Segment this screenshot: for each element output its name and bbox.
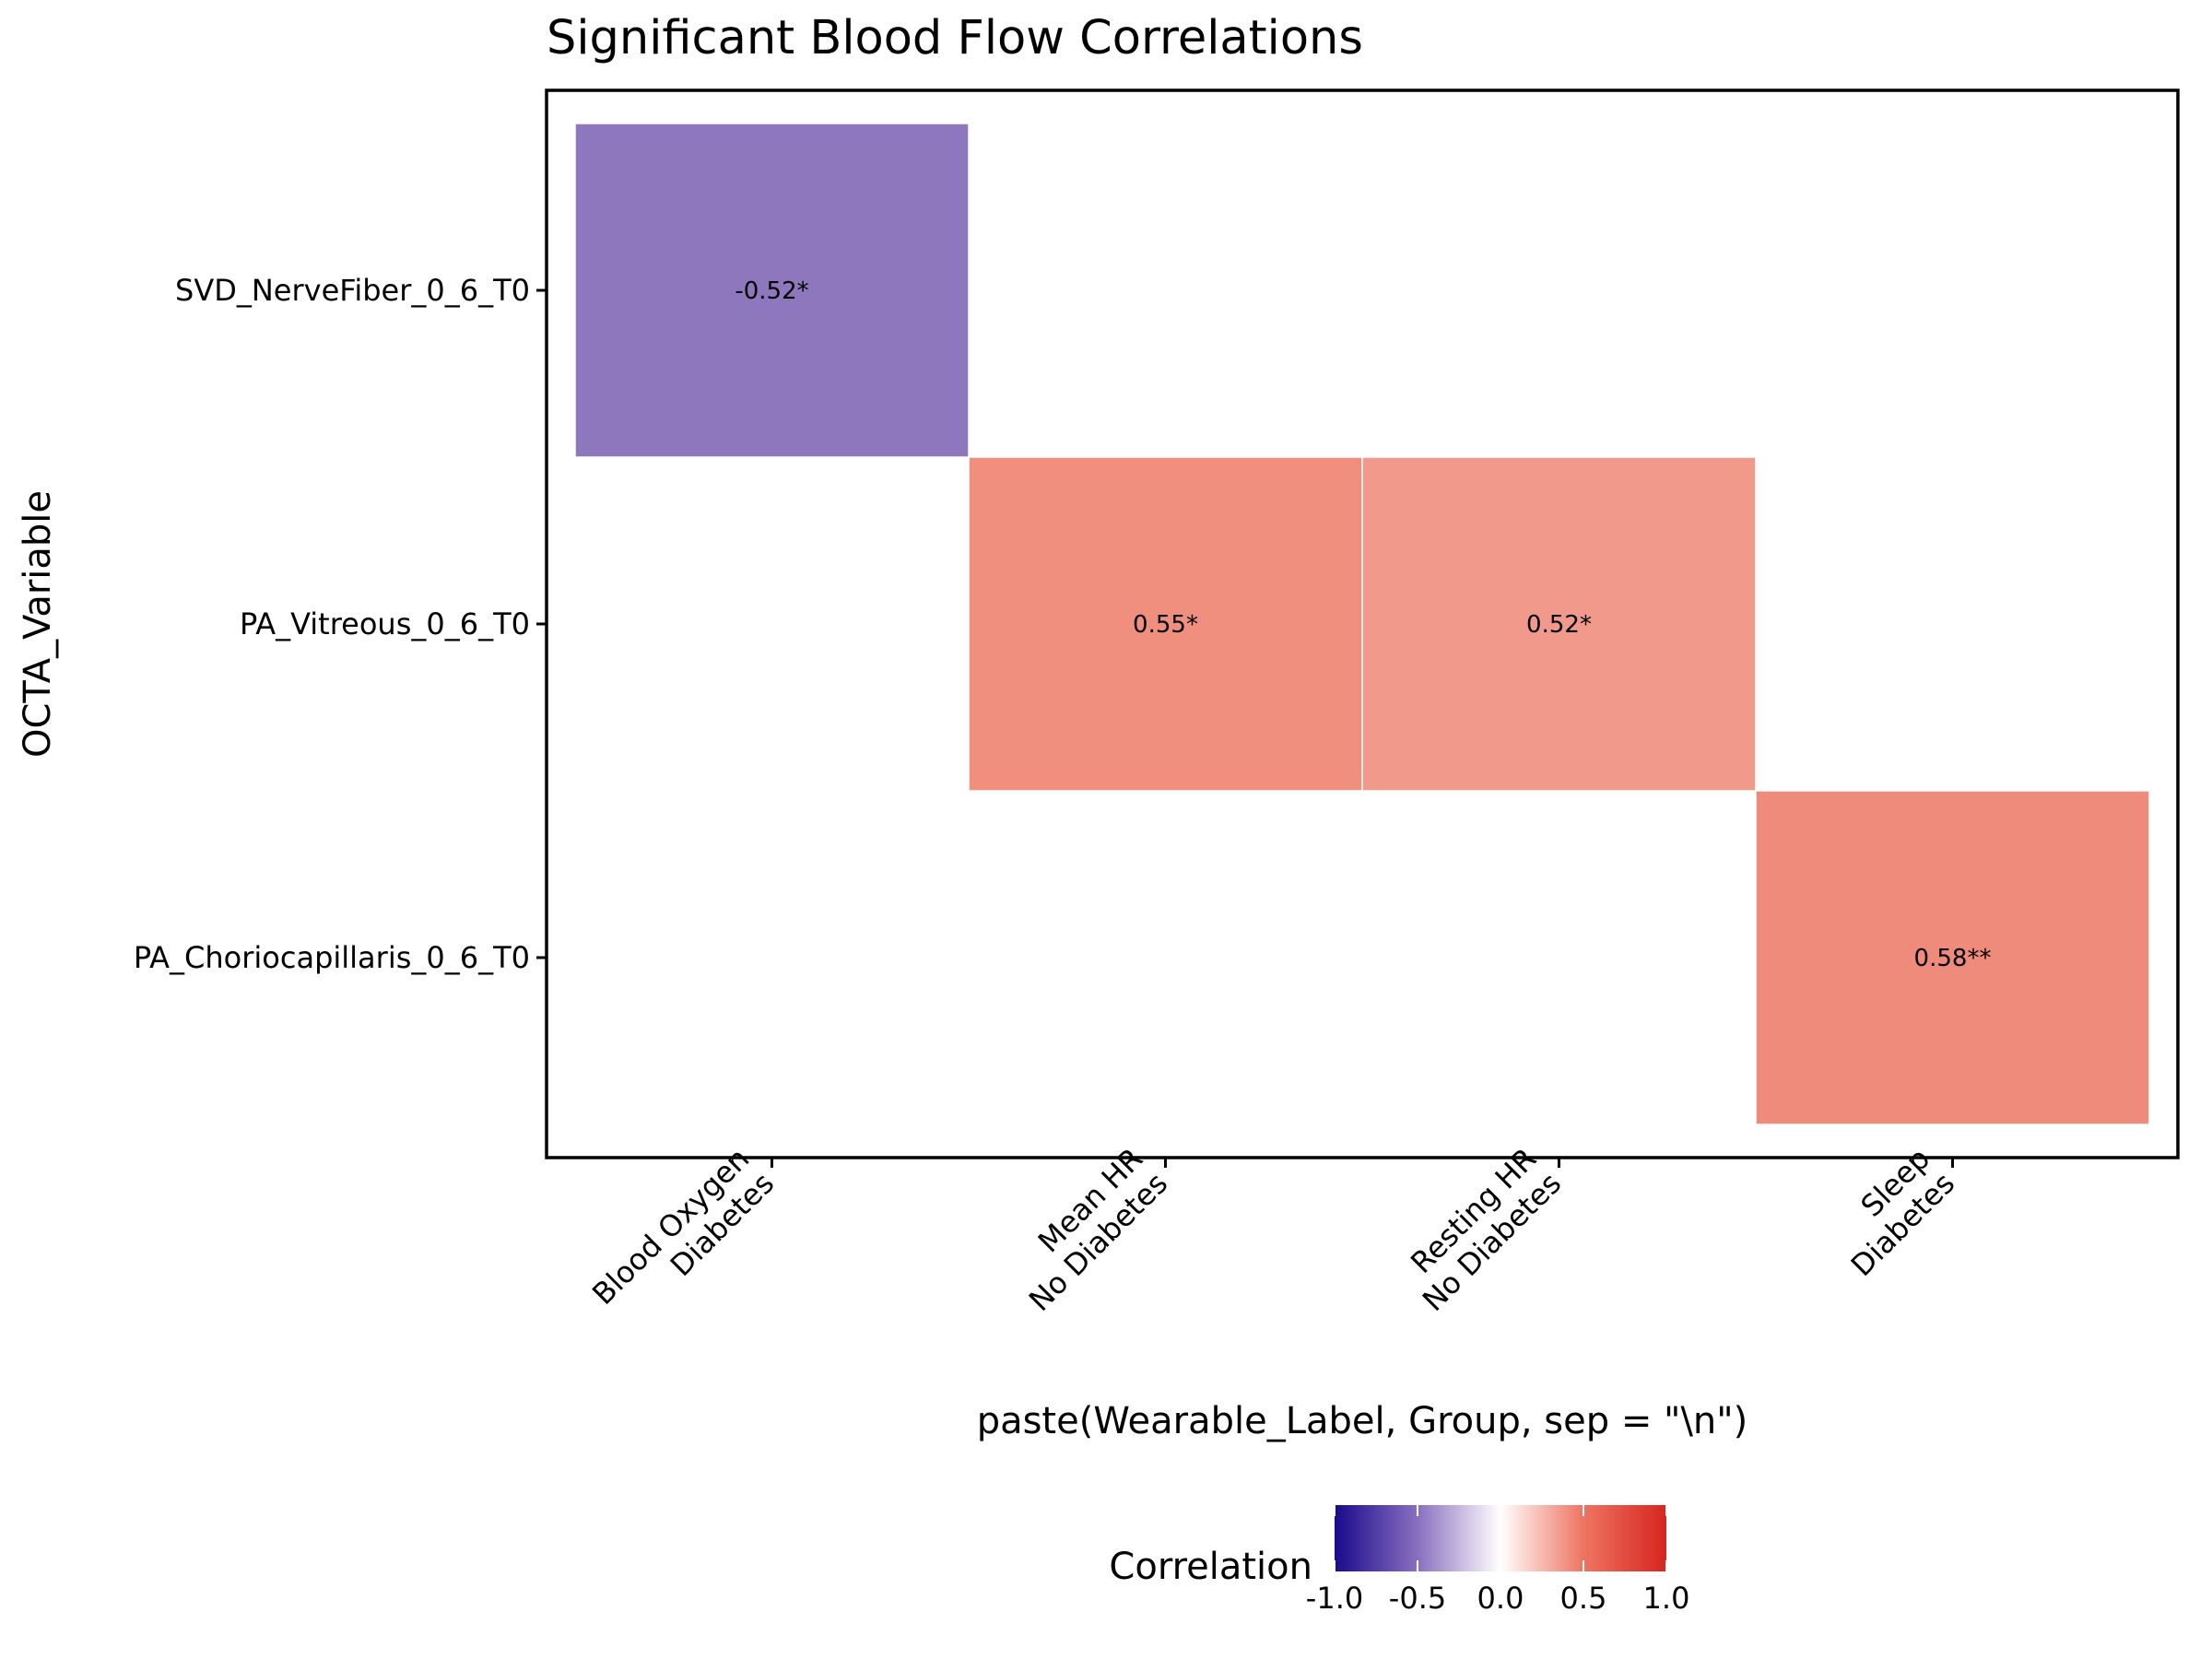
y-tick-label: SVD_NerveFiber_0_6_T0 <box>175 273 530 308</box>
legend-tick-label: 1.0 <box>1643 1581 1690 1616</box>
x-axis-title: paste(Wearable_Label, Group, sep = "\n") <box>977 1400 1748 1442</box>
legend-ticks: -1.0 -0.5 0.0 0.5 1.0 <box>1306 1505 1690 1616</box>
cell-value-label: 0.52* <box>1526 611 1592 639</box>
y-axis-title: OCTA_Variable <box>17 490 59 758</box>
cell-value-label: 0.58** <box>1914 945 1992 972</box>
heatmap-cell <box>1755 790 2150 1125</box>
color-legend: Correlation -1.0 -0.5 0.0 0.5 1.0 <box>1109 1505 1689 1616</box>
heatmap-cell <box>968 456 1363 792</box>
y-tick-label: PA_Choriocapillaris_0_6_T0 <box>134 940 530 975</box>
cell-value-label: 0.55* <box>1133 611 1198 639</box>
chart-title: Significant Blood Flow Correlations <box>547 11 1363 65</box>
legend-tick-label: -0.5 <box>1389 1581 1446 1616</box>
heatmap-cells: -0.52* 0.55* 0.52* 0.58** <box>574 123 2150 1125</box>
heatmap-cell <box>574 123 970 458</box>
heatmap-cell <box>1361 456 1757 792</box>
legend-title: Correlation <box>1109 1546 1312 1588</box>
y-tick-label: PA_Vitreous_0_6_T0 <box>240 606 530 641</box>
legend-tick-label: 0.5 <box>1560 1581 1607 1616</box>
cell-value-label: -0.52* <box>735 277 808 305</box>
legend-tick-label: 0.0 <box>1477 1581 1524 1616</box>
y-axis: SVD_NerveFiber_0_6_T0 PA_Vitreous_0_6_T0 P… <box>134 273 547 975</box>
legend-tick-label: -1.0 <box>1306 1581 1363 1616</box>
